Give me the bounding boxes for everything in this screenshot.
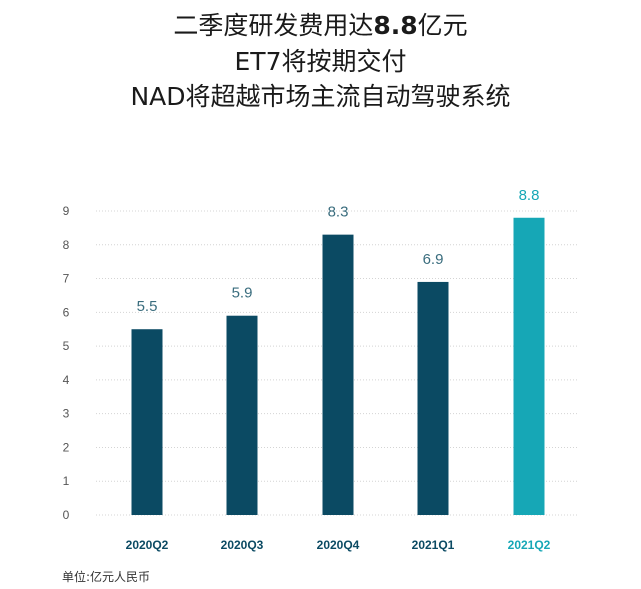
bar-2021Q1 <box>417 281 449 515</box>
title-suffix: 亿元 <box>417 11 468 40</box>
y-tick-label-7: 7 <box>63 272 70 286</box>
y-tick-label-4: 4 <box>63 373 70 387</box>
value-label-2020Q3: 5.9 <box>232 285 253 302</box>
x-tick-label-2021Q2: 2021Q2 <box>508 538 551 552</box>
value-label-2020Q2: 5.5 <box>137 298 158 315</box>
unit-footnote: 单位:亿元人民币 <box>62 570 151 584</box>
y-tick-label-8: 8 <box>63 238 70 252</box>
value-label-2021Q2: 8.8 <box>519 187 540 204</box>
bar-2021Q2 <box>513 217 545 515</box>
y-tick-label-6: 6 <box>63 305 70 319</box>
chart-title-line2: ET7将按期交付 <box>234 47 407 76</box>
chart-title-line1: 二季度研发费用达8.8亿元 <box>0 6 641 42</box>
title-prefix: 二季度研发费用达 <box>173 11 374 40</box>
bar-2020Q4 <box>322 234 354 515</box>
x-tick-label-2021Q1: 2021Q1 <box>412 538 455 552</box>
y-tick-label-2: 2 <box>63 440 70 454</box>
title-highlight-value: 8.8 <box>373 11 418 40</box>
bar-2020Q2 <box>131 329 163 515</box>
value-label-2021Q1: 6.9 <box>423 251 444 268</box>
y-tick-label-5: 5 <box>63 339 70 353</box>
bar-2020Q3 <box>226 315 258 515</box>
chart-title-line3: NAD将超越市场主流自动驾驶系统 <box>130 82 511 111</box>
y-tick-label-3: 3 <box>63 407 70 421</box>
x-tick-label-2020Q4: 2020Q4 <box>317 538 360 552</box>
y-tick-label-1: 1 <box>63 474 70 488</box>
y-tick-label-9: 9 <box>63 204 70 218</box>
y-tick-label-0: 0 <box>63 508 70 522</box>
x-tick-label-2020Q2: 2020Q2 <box>126 538 169 552</box>
x-tick-label-2020Q3: 2020Q3 <box>221 538 264 552</box>
value-label-2020Q4: 8.3 <box>328 204 349 221</box>
